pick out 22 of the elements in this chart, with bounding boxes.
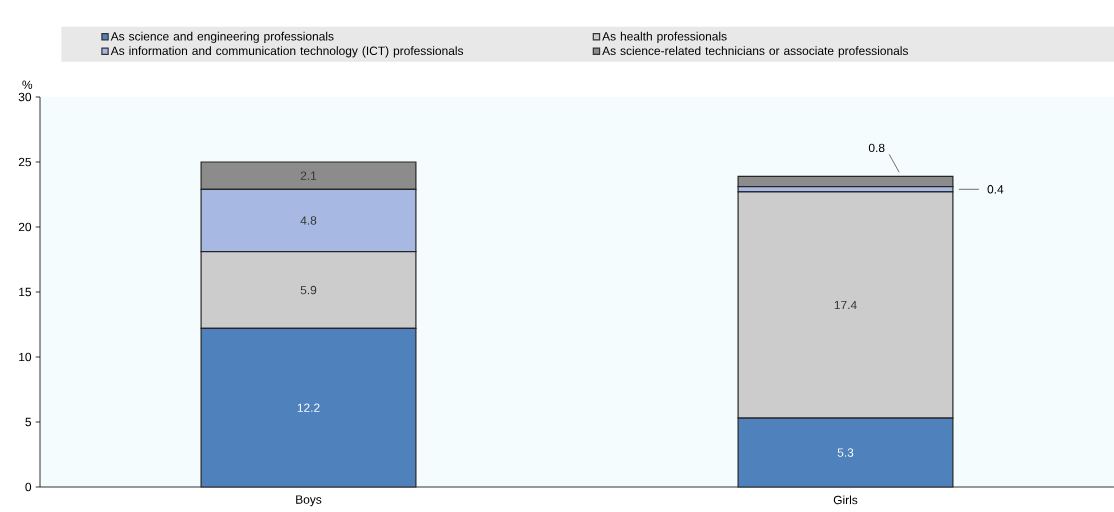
y-tick-label: 0 — [25, 482, 32, 492]
data-label: 2.1 — [300, 171, 317, 180]
y-tick-label: 10 — [19, 352, 32, 362]
x-tick-label: Girls — [833, 495, 858, 505]
data-label: 12.2 — [297, 403, 320, 412]
y-axis-title: % — [22, 80, 33, 89]
y-tick-label: 15 — [19, 287, 32, 297]
legend-label: As science and engineering professionals — [110, 31, 334, 43]
y-tick-label: 5 — [25, 417, 32, 427]
legend-label: As science-related technicians or associate professionals — [602, 46, 908, 58]
legend-label: As information and communication technology (ICT) professionals — [110, 46, 464, 58]
data-label: 5.3 — [837, 448, 854, 457]
data-label: 17.4 — [834, 300, 857, 310]
y-tick-label: 20 — [18, 222, 32, 232]
y-tick-label: 25 — [18, 157, 32, 167]
data-label: 0.8 — [868, 143, 885, 153]
legend-label: As health professionals — [602, 31, 727, 43]
y-tick-label: 30 — [18, 92, 32, 102]
data-label: 5.9 — [300, 285, 317, 295]
x-tick-label: Boys — [296, 495, 322, 507]
data-label: 0.4 — [987, 185, 1004, 194]
data-label: 4.8 — [300, 216, 317, 225]
